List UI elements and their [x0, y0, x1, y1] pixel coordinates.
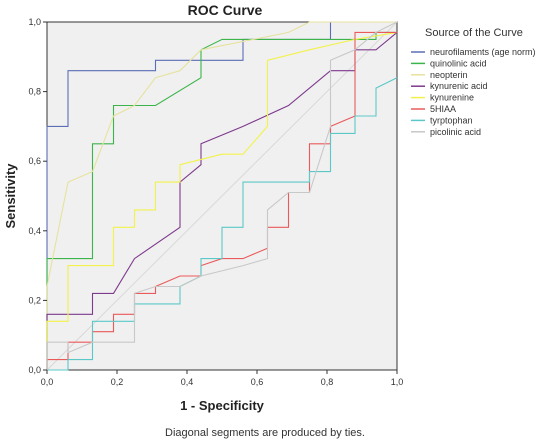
- legend-label: quinolinic acid: [430, 58, 487, 68]
- chart-title: ROC Curve: [188, 2, 263, 18]
- reference-diagonal: [46, 21, 398, 371]
- series-line-2: [46, 21, 397, 370]
- footnote: Diagonal segments are produced by ties.: [165, 427, 365, 439]
- legend-label: kynurenic acid: [430, 81, 488, 91]
- series-line-4: [46, 31, 398, 370]
- y-tick-label: 0,8: [28, 87, 41, 97]
- series-line-0: [46, 21, 397, 370]
- x-axis-ticks: 0,0 0,2 0,4 0,6 0,8 1,0: [41, 370, 404, 387]
- x-tick-label: 0,6: [251, 377, 264, 387]
- y-tick-label: 0,0: [28, 365, 41, 375]
- legend-label: tyrptophan: [430, 115, 473, 125]
- legend-title: Source of the Curve: [425, 27, 523, 39]
- y-tick-label: 0,2: [28, 295, 41, 305]
- x-tick-label: 0,8: [321, 377, 334, 387]
- legend-label: neurofilaments (age norm): [430, 47, 536, 57]
- legend-label: picolinic acid: [430, 127, 481, 137]
- y-tick-label: 0,6: [28, 156, 41, 166]
- y-tick-label: 1,0: [28, 17, 41, 27]
- diagonal-line: [46, 21, 398, 371]
- legend-label: neopterin: [430, 70, 468, 80]
- y-axis-title: Sensitivity: [3, 163, 18, 229]
- x-tick-label: 0,0: [41, 377, 54, 387]
- series-line-6: [47, 77, 398, 371]
- y-tick-label: 0,4: [28, 226, 41, 236]
- legend-label: 5HIAA: [430, 104, 456, 114]
- legend-label: kynurenine: [430, 93, 474, 103]
- x-tick-label: 1,0: [391, 377, 404, 387]
- x-tick-label: 0,4: [181, 377, 194, 387]
- series-line-1: [46, 31, 397, 370]
- y-axis-ticks: 0,0 0,2 0,4 0,6 0,8 1,0: [28, 17, 47, 375]
- series-lines: [46, 21, 398, 371]
- series-line-7: [46, 21, 398, 370]
- x-tick-label: 0,2: [111, 377, 124, 387]
- legend: neurofilaments (age norm)quinolinic acid…: [411, 47, 536, 137]
- x-axis-title: 1 - Specificity: [180, 398, 265, 413]
